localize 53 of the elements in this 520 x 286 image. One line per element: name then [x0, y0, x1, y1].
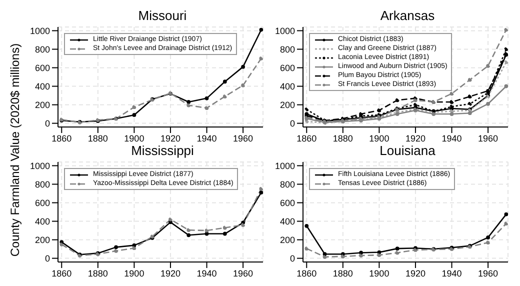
x-tick-label: 1880 — [332, 268, 353, 278]
y-tick-label: 400 — [34, 216, 50, 226]
y-tick-label: 600 — [280, 62, 295, 73]
x-tick-label: 1920 — [160, 133, 180, 144]
chart-title: Arkansas — [379, 8, 436, 23]
y-tick-label: 600 — [34, 198, 50, 208]
y-tick-label: 200 — [280, 100, 295, 110]
y-axis-title: County Farmland Value (2020$ millions) — [8, 42, 22, 259]
y-tick-label: 200 — [34, 100, 50, 110]
y-tick-label: 0 — [44, 253, 50, 264]
x-tick-label: 1900 — [124, 133, 144, 144]
y-tick-label: 200 — [34, 234, 50, 245]
x-tick-label: 1860 — [52, 268, 72, 278]
x-tick-label: 1940 — [442, 133, 462, 144]
y-tick-label: 600 — [34, 62, 50, 73]
y-tick-label: 0 — [44, 118, 50, 128]
y-tick-label: 1000 — [30, 26, 50, 36]
x-tick-label: 1900 — [369, 133, 390, 144]
x-tick-label: 1900 — [124, 268, 144, 278]
chart-title: Mississippi — [130, 143, 195, 158]
y-tick-label: 0 — [290, 118, 295, 128]
x-tick-label: 1880 — [88, 268, 108, 278]
x-tick-label: 1960 — [233, 133, 254, 144]
y-tick-label: 400 — [280, 216, 295, 226]
y-tick-label: 0 — [290, 253, 295, 264]
x-tick-label: 1860 — [296, 268, 317, 278]
x-tick-label: 1960 — [478, 268, 498, 278]
x-tick-label: 1880 — [88, 133, 108, 144]
y-tick-label: 800 — [280, 179, 295, 190]
y-tick-label: 400 — [280, 81, 295, 92]
x-tick-label: 1940 — [442, 268, 462, 278]
x-tick-label: 1880 — [332, 133, 353, 144]
x-tick-label: 1920 — [160, 268, 180, 278]
x-tick-label: 1920 — [405, 133, 426, 144]
x-tick-label: 1940 — [196, 268, 217, 278]
y-tick-label: 400 — [34, 81, 50, 92]
y-tick-label: 1000 — [274, 160, 295, 171]
chart-title: Louisiana — [378, 143, 436, 158]
x-tick-label: 1900 — [369, 268, 390, 278]
x-tick-label: 1860 — [296, 133, 317, 144]
y-tick-label: 800 — [34, 179, 50, 190]
y-tick-label: 200 — [280, 234, 295, 245]
x-tick-label: 1960 — [478, 133, 498, 144]
x-tick-label: 1860 — [52, 133, 72, 144]
y-tick-label: 1000 — [274, 26, 295, 36]
x-tick-label: 1920 — [405, 268, 426, 278]
chart-title: Missouri — [137, 8, 188, 23]
x-tick-label: 1940 — [196, 133, 217, 144]
x-tick-label: 1960 — [233, 268, 254, 278]
y-tick-label: 600 — [280, 198, 295, 208]
y-tick-label: 800 — [280, 44, 295, 54]
y-tick-label: 800 — [34, 44, 50, 54]
y-tick-label: 1000 — [30, 160, 50, 171]
